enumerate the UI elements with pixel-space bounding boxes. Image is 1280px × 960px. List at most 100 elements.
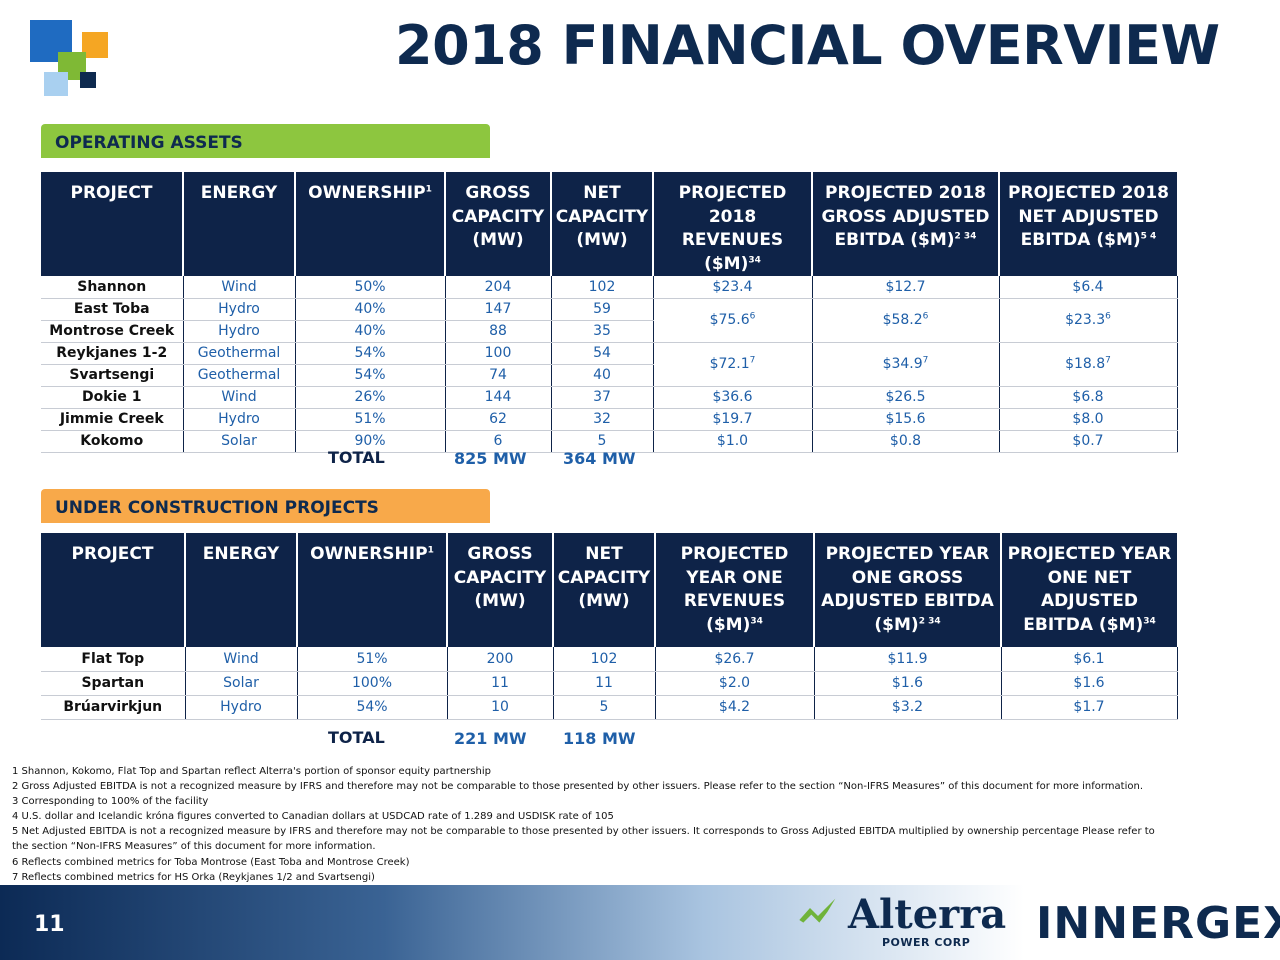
energy-type: Hydro	[182, 298, 295, 321]
ownership-value: 40%	[294, 320, 445, 343]
operating-assets-heading: OPERATING ASSETS	[41, 124, 490, 158]
project-name: Montrose Creek	[41, 320, 183, 343]
project-name: Kokomo	[41, 430, 183, 453]
net-capacity-value: 37	[550, 386, 653, 409]
net-ebitda-value: $1.6	[1000, 671, 1178, 696]
footer-band	[0, 885, 1280, 960]
net-ebitda-value: $6.4	[998, 276, 1178, 299]
project-name: Flat Top	[41, 647, 185, 672]
footnote: 1 Shannon, Kokomo, Flat Top and Spartan …	[12, 766, 491, 777]
operating-total-label: TOTAL	[328, 448, 385, 467]
net-ebitda-value: $0.7	[998, 430, 1178, 453]
footnote: 3 Corresponding to 100% of the facility	[12, 796, 209, 808]
energy-type: Geothermal	[182, 364, 295, 387]
footnote: 7 Reflects combined metrics for HS Orka …	[12, 871, 375, 883]
table-row: Dokie 1 Wind 26% 144 37 $36.6 $26.5 $6.8	[41, 386, 1178, 409]
gross-capacity-value: 62	[444, 408, 551, 431]
revenue-value: $1.0	[652, 430, 812, 453]
col-net-adjusted-ebitda: PROJECTED YEAR ONE NET ADJUSTED EBITDA (…	[1000, 533, 1177, 647]
col-net-capacity: NET CAPACITY (MW)	[552, 533, 655, 647]
net-capacity-value: 54	[550, 342, 653, 365]
table-row: Svartsengi Geothermal 54% 74 40	[41, 364, 1177, 387]
footnotes: 1 Shannon, Kokomo, Flat Top and Spartan …	[12, 764, 1272, 885]
energy-type: Hydro	[182, 408, 295, 431]
project-name: East Toba	[41, 298, 183, 321]
project-name: Spartan	[41, 671, 185, 696]
energy-type: Hydro	[184, 695, 297, 720]
ownership-value: 51%	[294, 408, 445, 431]
net-ebitda-value: $6.8	[998, 386, 1178, 409]
net-capacity-value: 32	[550, 408, 653, 431]
net-ebitda-value: $18.87	[998, 342, 1178, 387]
revenue-value: $72.17	[652, 342, 812, 387]
brand-squares-logo	[30, 20, 110, 100]
under-construction-heading: UNDER CONSTRUCTION PROJECTS	[41, 489, 490, 523]
revenue-value: $19.7	[652, 408, 812, 431]
footnote: 2 Gross Adjusted EBITDA is not a recogni…	[12, 781, 1143, 793]
net-capacity-value: 102	[550, 276, 653, 299]
col-gross-adjusted-ebitda: PROJECTED 2018 GROSS ADJUSTED EBITDA ($M…	[811, 172, 999, 276]
col-energy: ENERGY	[182, 172, 295, 276]
project-name: Brúarvirkjun	[41, 695, 185, 720]
energy-type: Wind	[184, 647, 297, 672]
gross-capacity-value: 88	[444, 320, 551, 343]
revenue-value: $36.6	[652, 386, 812, 409]
energy-type: Wind	[182, 386, 295, 409]
gross-ebitda-value: $12.7	[811, 276, 999, 299]
gross-ebitda-value: $58.26	[811, 298, 999, 343]
revenue-value: $2.0	[654, 671, 814, 696]
energy-type: Geothermal	[182, 342, 295, 365]
net-capacity-value: 59	[550, 298, 653, 321]
gross-ebitda-value: $34.97	[811, 342, 999, 387]
alterra-logo-subtitle: POWER CORP	[882, 936, 971, 949]
net-capacity-value: 11	[552, 671, 655, 696]
gross-ebitda-value: $1.6	[813, 671, 1001, 696]
gross-capacity-value: 200	[446, 647, 553, 672]
col-projected-revenues: PROJECTED YEAR ONE REVENUES ($M)34	[654, 533, 814, 647]
ownership-value: 100%	[296, 671, 447, 696]
innergex-logo: INNERGEX	[1036, 898, 1280, 949]
col-gross-adjusted-ebitda: PROJECTED YEAR ONE GROSS ADJUSTED EBITDA…	[813, 533, 1001, 647]
col-project: PROJECT	[41, 172, 183, 276]
gross-capacity-value: 10	[446, 695, 553, 720]
net-capacity-value: 40	[550, 364, 653, 387]
col-projected-revenues: PROJECTED 2018 REVENUES ($M)34	[652, 172, 812, 276]
project-name: Svartsengi	[41, 364, 183, 387]
col-ownership: OWNERSHIP1	[296, 533, 447, 647]
gross-capacity-value: 204	[444, 276, 551, 299]
gross-capacity-value: 147	[444, 298, 551, 321]
revenue-value: $75.66	[652, 298, 812, 343]
under-construction-table: PROJECT ENERGY OWNERSHIP1 GROSS CAPACITY…	[41, 533, 1178, 720]
gross-capacity-value: 11	[446, 671, 553, 696]
ownership-value: 26%	[294, 386, 445, 409]
energy-type: Hydro	[182, 320, 295, 343]
col-gross-capacity: GROSS CAPACITY (MW)	[446, 533, 553, 647]
net-capacity-value: 5	[552, 695, 655, 720]
project-name: Reykjanes 1-2	[41, 342, 183, 365]
table-row: Flat Top Wind 51% 200 102 $26.7 $11.9 $6…	[41, 647, 1178, 672]
construction-total-net: 118 MW	[563, 729, 636, 748]
ownership-value: 54%	[296, 695, 447, 720]
page-title: 2018 FINANCIAL OVERVIEW	[395, 14, 1220, 77]
project-name: Dokie 1	[41, 386, 183, 409]
col-project: PROJECT	[41, 533, 185, 647]
net-capacity-value: 35	[550, 320, 653, 343]
gross-capacity-value: 74	[444, 364, 551, 387]
energy-type: Solar	[184, 671, 297, 696]
ownership-value: 51%	[296, 647, 447, 672]
gross-ebitda-value: $3.2	[813, 695, 1001, 720]
operating-total-net: 364 MW	[563, 449, 636, 468]
table-row: Brúarvirkjun Hydro 54% 10 5 $4.2 $3.2 $1…	[41, 695, 1178, 720]
net-ebitda-value: $23.36	[998, 298, 1178, 343]
gross-ebitda-value: $11.9	[813, 647, 1001, 672]
col-ownership: OWNERSHIP1	[294, 172, 445, 276]
ownership-value: 90%	[294, 430, 445, 453]
gross-capacity-value: 100	[444, 342, 551, 365]
operating-total-gross: 825 MW	[454, 449, 527, 468]
footnote: 4 U.S. dollar and Icelandic króna figure…	[12, 811, 614, 823]
alterra-logo: Alterra	[848, 891, 1007, 938]
net-capacity-value: 102	[552, 647, 655, 672]
col-net-adjusted-ebitda: PROJECTED 2018 NET ADJUSTED EBITDA ($M)5…	[998, 172, 1177, 276]
alterra-swoosh-icon	[799, 898, 836, 923]
project-name: Jimmie Creek	[41, 408, 183, 431]
